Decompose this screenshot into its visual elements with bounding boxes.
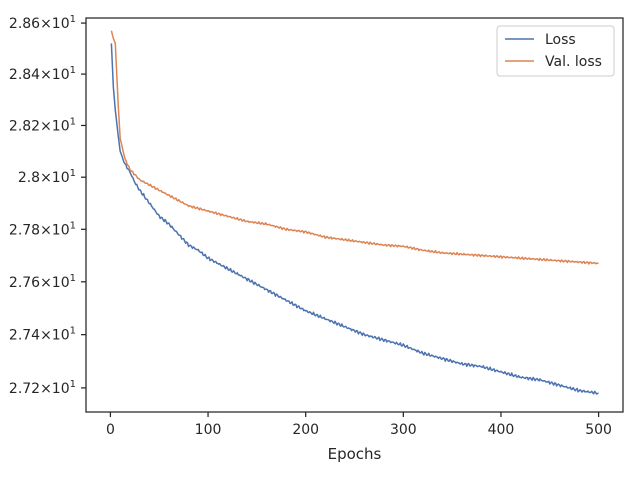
x-tick-label: 500 bbox=[585, 422, 612, 438]
y-tick-label: 2.78×101 bbox=[9, 220, 76, 238]
y-tick-label: 2.74×101 bbox=[9, 326, 76, 344]
legend-label: Loss bbox=[545, 32, 576, 48]
plot-area bbox=[110, 30, 599, 395]
x-axis: 0 100 200 300 400 500 bbox=[106, 412, 612, 438]
y-tick-label: 2.82×101 bbox=[9, 116, 76, 134]
y-tick-label: 2.76×101 bbox=[9, 273, 76, 291]
y-tick-label: 2.86×101 bbox=[9, 14, 76, 32]
series-line-val-loss bbox=[110, 30, 599, 265]
x-axis-label: Epochs bbox=[328, 445, 382, 463]
y-axis: 2.72×101 2.74×101 2.76×101 2.78×101 2.8×101 2… bbox=[9, 14, 86, 397]
x-tick-label: 400 bbox=[488, 422, 515, 438]
y-tick-label: 2.84×101 bbox=[9, 65, 76, 83]
x-tick-label: 300 bbox=[390, 422, 417, 438]
y-tick-label: 2.72×101 bbox=[9, 379, 76, 397]
legend: Loss Val. loss bbox=[496, 25, 615, 77]
y-tick-label: 2.8×101 bbox=[18, 168, 76, 186]
x-tick-label: 0 bbox=[106, 422, 115, 438]
plot-frame bbox=[85, 17, 624, 413]
legend-label: Val. loss bbox=[545, 54, 602, 70]
series-line-loss bbox=[110, 43, 599, 395]
x-tick-label: 200 bbox=[292, 422, 319, 438]
x-tick-label: 100 bbox=[195, 422, 222, 438]
